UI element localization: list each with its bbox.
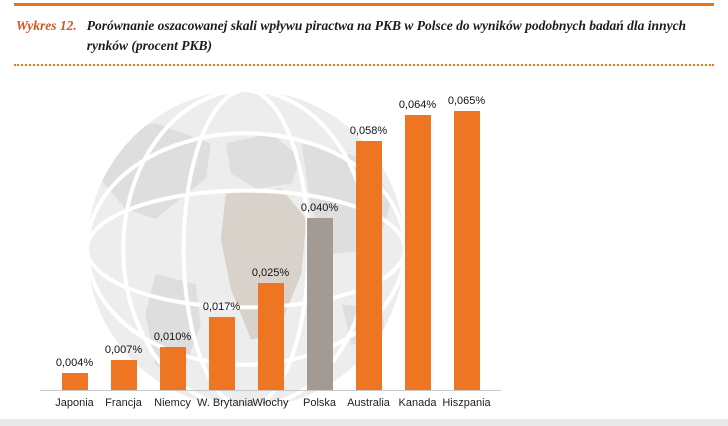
x-axis-category-label: Włochy <box>252 397 289 410</box>
x-axis-category-label: Polska <box>302 397 337 410</box>
bar-value-label: 0,040% <box>300 202 339 215</box>
bar <box>404 115 431 391</box>
bar-value-label: 0,058% <box>349 125 388 138</box>
x-axis-category-label: Japonia <box>55 397 94 410</box>
bar <box>306 218 333 391</box>
bar-group: 0,010% <box>148 331 197 391</box>
bar-value-label: 0,025% <box>251 267 290 280</box>
figure-number-label: Wykres 12. <box>16 18 77 33</box>
bar-value-label: 0,064% <box>398 99 437 112</box>
bar <box>257 283 284 391</box>
bar-value-label: 0,010% <box>153 331 192 344</box>
page-bottom-band <box>0 419 728 426</box>
x-axis-category-label: W. Brytania <box>197 397 254 410</box>
bar <box>110 360 137 391</box>
bar-group: 0,007% <box>99 344 148 391</box>
bar-group: 0,025% <box>246 267 295 391</box>
x-axis-category-label: Niemcy <box>154 397 191 410</box>
figure-title: Porównanie oszacowanej skali wpływu pira… <box>86 18 687 53</box>
bar-group: 0,065% <box>442 95 491 391</box>
bar <box>61 373 88 391</box>
bar-group: 0,017% <box>197 301 246 391</box>
bar-group: 0,004% <box>50 357 99 391</box>
bar-value-label: 0,017% <box>202 301 241 314</box>
x-axis-category-label: Hiszpania <box>442 397 491 410</box>
bar-group: 0,064% <box>393 99 442 391</box>
bar <box>159 347 186 391</box>
x-axis-labels: Japonia Francja Niemcy W. Brytania Włochy Pol… <box>40 391 501 409</box>
x-axis-category-label: Australia <box>347 397 390 410</box>
bar-value-label: 0,004% <box>55 357 94 370</box>
bar-value-label: 0,007% <box>104 344 143 357</box>
bar-chart: 0,004% 0,007% 0,010% 0,017% 0,025% 0,040% 0,05… <box>40 90 520 409</box>
bar <box>453 111 480 391</box>
bar <box>208 317 235 391</box>
dotted-rule <box>14 64 714 67</box>
x-axis-category-label: Francja <box>105 397 142 410</box>
x-axis-category-label: Kanada <box>398 397 437 410</box>
bar-group: 0,040% <box>295 202 344 391</box>
plot-area: 0,004% 0,007% 0,010% 0,017% 0,025% 0,040% 0,05… <box>40 90 501 392</box>
bar-group: 0,058% <box>344 125 393 391</box>
bar <box>355 141 382 391</box>
bar-value-label: 0,065% <box>447 95 486 108</box>
top-rule <box>14 3 714 6</box>
figure-header: Wykres 12. Porównanie oszacowanej skali … <box>14 0 714 67</box>
